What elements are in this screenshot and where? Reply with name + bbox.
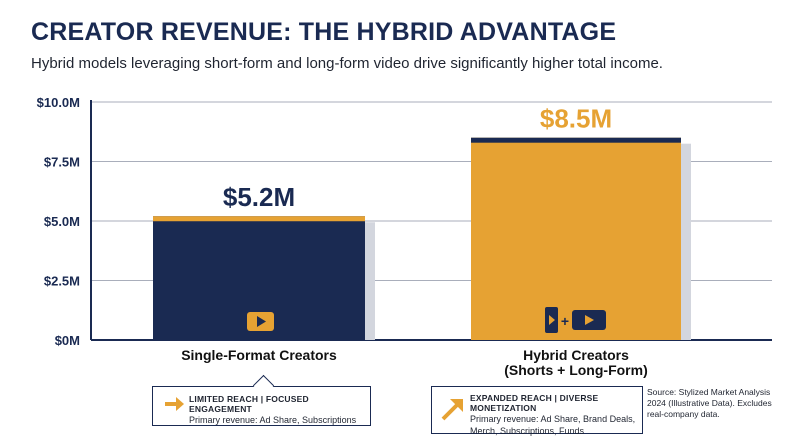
note-hybrid: EXPANDED REACH | DIVERSE MONETIZATION Pr… (431, 386, 643, 436)
chart-subtitle: Hybrid models leveraging short-form and … (31, 55, 663, 72)
data-label: $8.5M (540, 104, 612, 134)
note-heading: EXPANDED REACH | DIVERSE MONETIZATION (470, 393, 599, 413)
arrow-up-right-icon (441, 399, 463, 421)
category-sublabel: (Shorts + Long-Form) (504, 362, 648, 378)
y-tick-label: $10.0M (37, 95, 80, 110)
note-heading: LIMITED REACH | FOCUSED ENGAGEMENT (189, 394, 309, 414)
bar-cap (471, 137, 681, 143)
y-tick-label: $0M (55, 333, 80, 348)
bar-shadow (681, 143, 691, 340)
note-text: Primary revenue: Ad Share, Brand Deals, … (470, 414, 636, 436)
plus-sign: + (561, 313, 569, 329)
source-note: Source: Stylized Market Analysis 2024 (I… (647, 387, 772, 419)
arrow-right-icon (165, 397, 184, 411)
note-single-format: LIMITED REACH | FOCUSED ENGAGEMENT Prima… (152, 374, 371, 426)
chart-title: CREATOR REVENUE: THE HYBRID ADVANTAGE (31, 18, 617, 46)
data-label: $5.2M (223, 182, 295, 212)
bar (471, 137, 681, 340)
bar-shadow (365, 222, 375, 340)
category-label: Single-Format Creators (181, 347, 337, 363)
shorts-triangle (549, 315, 555, 325)
play-triangle (257, 316, 266, 327)
y-tick-label: $7.5M (44, 155, 80, 170)
y-tick-label: $5.0M (44, 214, 80, 229)
category-label: Hybrid Creators (523, 347, 629, 363)
note-text: Primary revenue: Ad Share, Subscriptions (189, 415, 357, 425)
y-tick-label: $2.5M (44, 274, 80, 289)
play-triangle (585, 315, 594, 325)
bar-cap (153, 216, 365, 222)
